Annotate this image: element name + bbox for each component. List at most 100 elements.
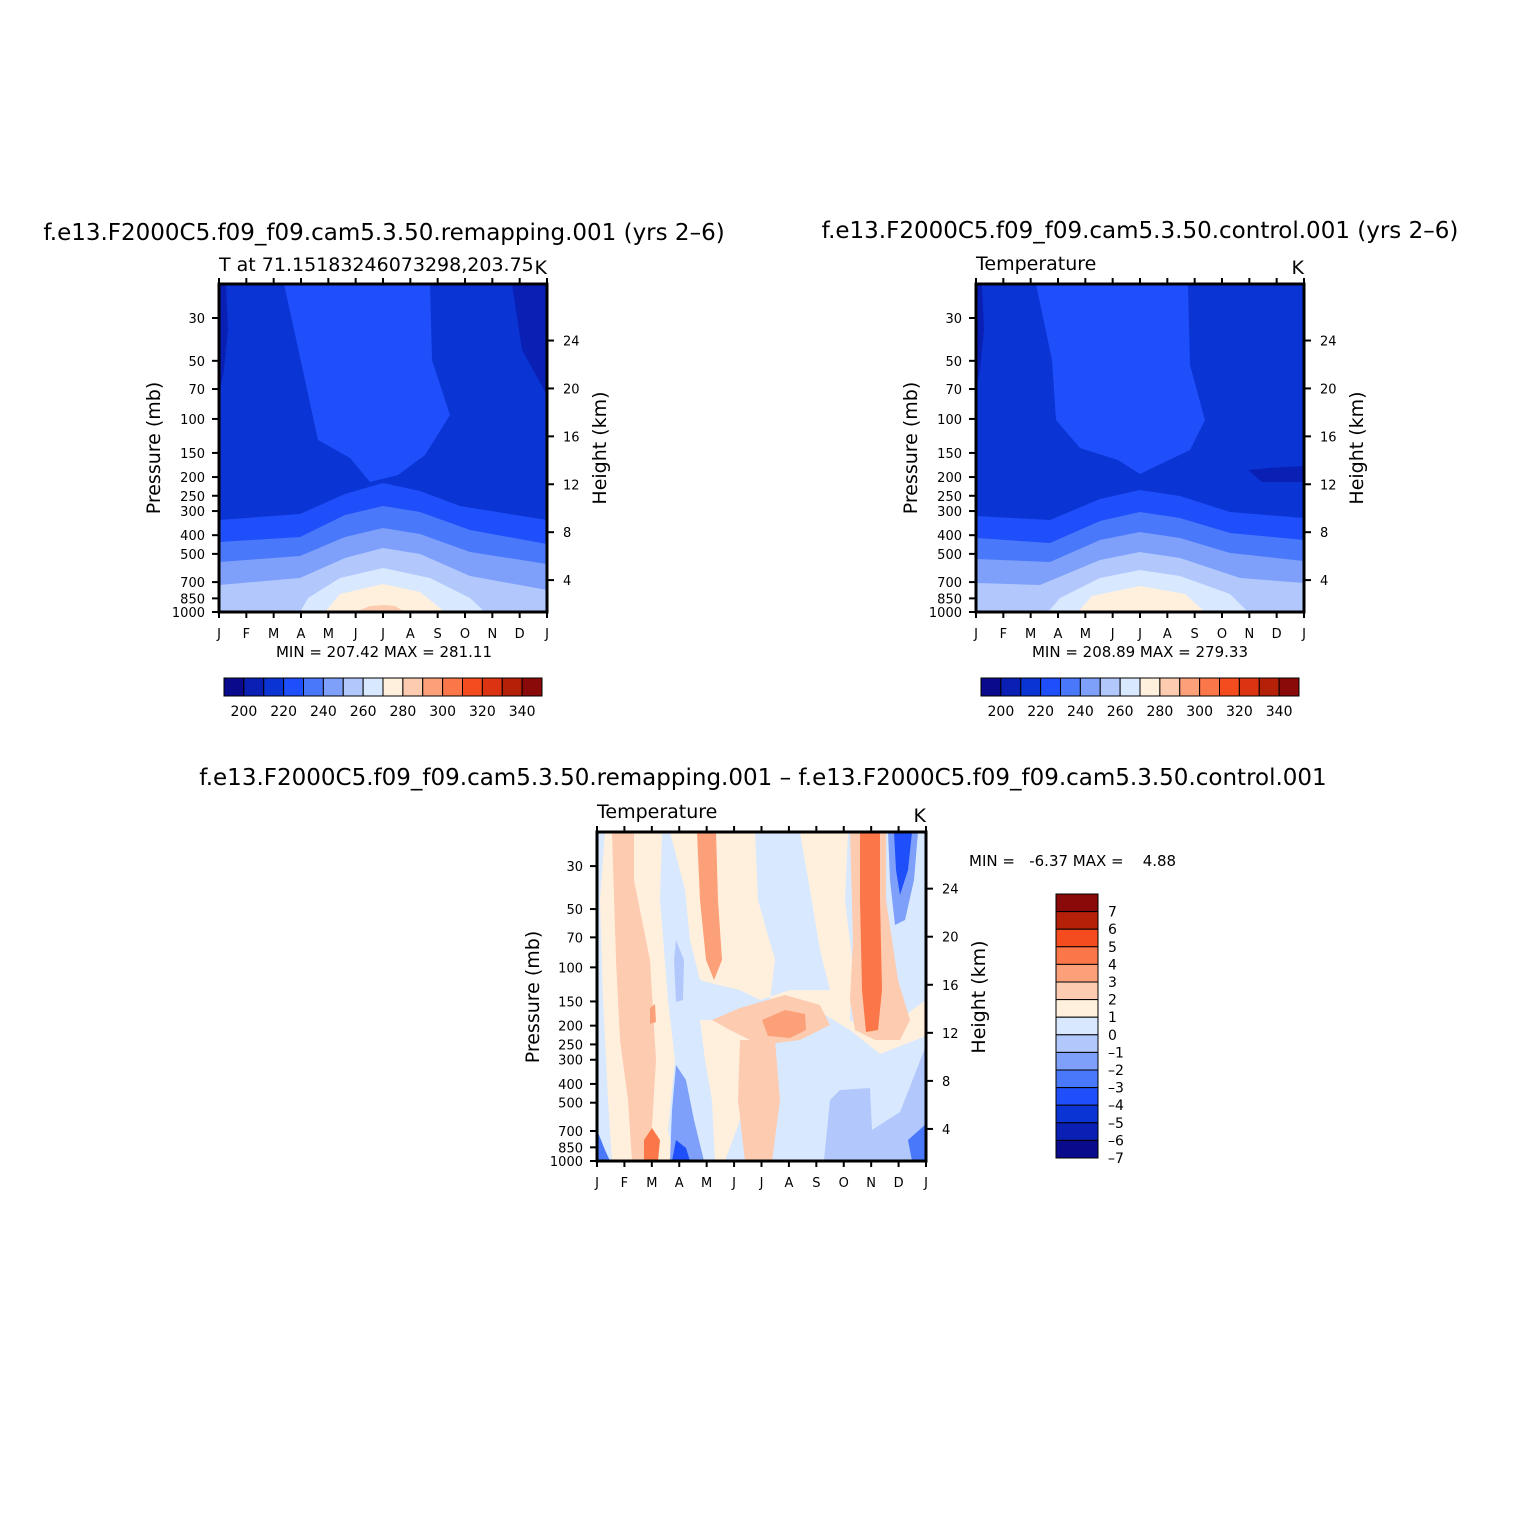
x-tick-label: M — [323, 627, 334, 642]
colorbar-label: –2 — [1108, 1063, 1124, 1079]
y-tick-label: 1000 — [172, 606, 205, 621]
y-tick-label: 1000 — [929, 606, 962, 621]
colorbar-label: 4 — [1108, 957, 1117, 973]
x-tick-label: O — [839, 1176, 849, 1191]
colorbar-swatch — [462, 677, 483, 697]
x-tick-label: A — [1163, 627, 1172, 642]
y-tick-label: 700 — [937, 576, 962, 591]
y-tick-label: 200 — [558, 1020, 583, 1035]
colorbar-swatch — [1055, 1016, 1099, 1036]
y2-tick-label: 12 — [563, 478, 580, 493]
colorbar-swatch — [1055, 1139, 1099, 1159]
x-tick-label: J — [216, 627, 221, 642]
panel1-ylabel2: Height (km) — [589, 391, 611, 504]
colorbar-swatch — [1055, 928, 1099, 948]
x-tick-label: O — [460, 627, 470, 642]
colorbar-swatch — [1119, 677, 1141, 697]
colorbar-label: –1 — [1108, 1045, 1124, 1061]
y2-tick-label: 4 — [942, 1123, 950, 1138]
colorbar-label: 260 — [1107, 704, 1134, 720]
panel3-band-0-1-mid — [670, 832, 926, 1054]
y2-tick-label: 20 — [1320, 382, 1337, 397]
panel1-band-275 — [325, 584, 445, 612]
colorbar-label: 200 — [231, 704, 258, 720]
panel2-band-205-left — [976, 284, 984, 390]
colorbar-swatch — [1055, 999, 1099, 1018]
colorbar-swatch — [362, 677, 384, 697]
colorbar-label: 260 — [350, 704, 377, 720]
panel-control: f.e13.F2000C5.f09_f09.cam5.3.50.control.… — [822, 218, 1459, 720]
y2-tick-label: 16 — [563, 430, 580, 445]
panel3-left-subtitle: Temperature — [596, 801, 717, 823]
panel3-band-neg4-neg5-apr — [672, 1140, 690, 1161]
colorbar-swatch — [243, 677, 265, 697]
y-tick-label: 400 — [558, 1078, 583, 1093]
y-tick-label: 30 — [945, 312, 962, 327]
panel3-plot-area — [595, 830, 928, 1163]
colorbar-label: –7 — [1108, 1151, 1124, 1167]
panel1-plot-area — [217, 282, 549, 614]
x-tick-label: N — [866, 1176, 876, 1191]
panel3-ylabel: Pressure (mb) — [522, 931, 544, 1064]
x-tick-label: M — [268, 627, 279, 642]
panel2-ylabel2: Height (km) — [1346, 391, 1368, 504]
colorbar-label: 300 — [1186, 704, 1213, 720]
colorbar-label: –6 — [1108, 1133, 1124, 1149]
colorbar-label: 340 — [1266, 704, 1293, 720]
x-tick-label: J — [923, 1176, 928, 1191]
panel3-band-3-4-nov — [860, 832, 882, 1032]
y-tick-label: 30 — [566, 860, 583, 875]
colorbar-label: 280 — [1147, 704, 1174, 720]
colorbar-label: 3 — [1108, 975, 1117, 991]
colorbar-swatch — [481, 677, 503, 697]
colorbar-swatch — [1099, 677, 1121, 697]
x-tick-label: A — [784, 1176, 793, 1191]
y-tick-label: 500 — [180, 548, 205, 563]
y-tick-label: 250 — [558, 1038, 583, 1053]
x-tick-label: J — [1137, 627, 1142, 642]
y2-tick-label: 12 — [942, 1027, 959, 1042]
x-tick-label: A — [406, 627, 415, 642]
panel3-band-1-2-jul — [738, 1040, 780, 1161]
y-tick-label: 70 — [945, 383, 962, 398]
panel3-band-2-3-apr — [697, 832, 722, 980]
y-tick-label: 100 — [937, 413, 962, 428]
colorbar-label: 2 — [1108, 993, 1117, 1009]
x-tick-label: O — [1217, 627, 1227, 642]
colorbar-swatch — [382, 677, 404, 697]
colorbar-swatch — [263, 677, 285, 697]
colorbar-swatch — [1055, 981, 1099, 1001]
y-tick-label: 150 — [558, 995, 583, 1010]
colorbar-swatch — [283, 677, 304, 697]
panel3-title: f.e13.F2000C5.f09_f09.cam5.3.50.remappin… — [199, 765, 1326, 791]
x-tick-label: A — [675, 1176, 684, 1191]
panel1-minmax: MIN = 207.42 MAX = 281.11 — [276, 643, 492, 661]
colorbar-swatch — [1055, 1122, 1099, 1141]
colorbar-label: –4 — [1108, 1098, 1124, 1114]
y-tick-label: 700 — [558, 1125, 583, 1140]
colorbar-label: 240 — [1067, 704, 1094, 720]
x-tick-label: J — [594, 1176, 599, 1191]
panel3-band-neg1-neg2-mar — [674, 940, 684, 1002]
y-tick-label: 850 — [558, 1141, 583, 1156]
y-tick-label: 50 — [566, 903, 583, 918]
colorbar-label: –5 — [1108, 1116, 1124, 1132]
x-tick-label: F — [1000, 627, 1007, 642]
panel3-band-3-4-mar — [644, 1128, 660, 1161]
x-tick-label: A — [1054, 627, 1063, 642]
colorbar-swatch — [1055, 1104, 1099, 1124]
colorbar-swatch — [422, 677, 444, 697]
y-tick-label: 500 — [558, 1097, 583, 1112]
panel1-left-subtitle: T at 71.15183246073298,203.75 — [218, 254, 534, 276]
x-tick-label: D — [515, 627, 525, 642]
colorbar-label: 240 — [310, 704, 337, 720]
panel2-units: K — [1292, 257, 1305, 279]
colorbar-swatch — [442, 677, 463, 697]
y2-tick-label: 4 — [1320, 574, 1328, 589]
colorbar-swatch — [1055, 946, 1099, 965]
